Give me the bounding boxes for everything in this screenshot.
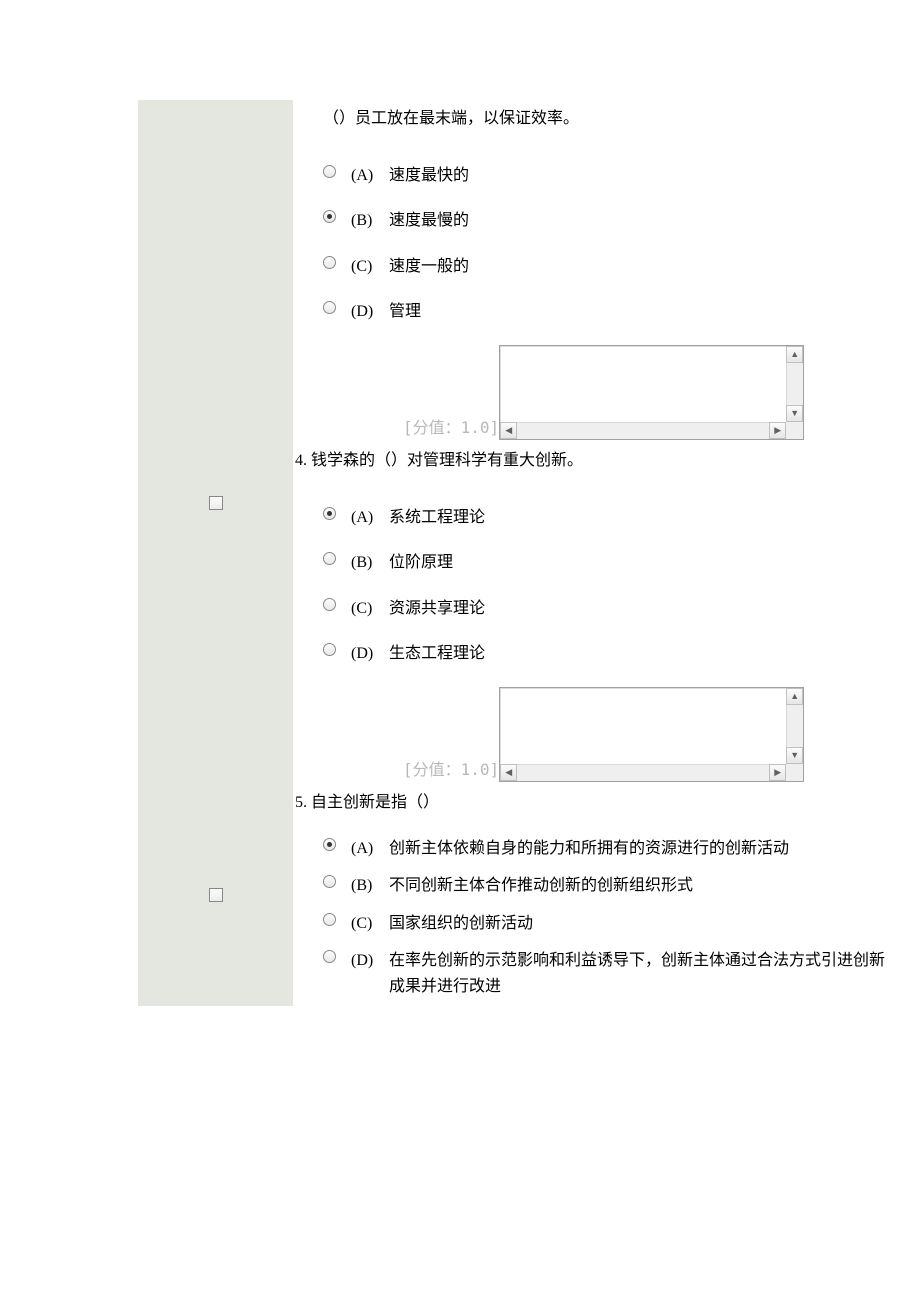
content-column: （）员工放在最末端，以保证效率。 (A) 速度最快的 (B) 速度最慢的 <box>293 100 920 1006</box>
option-row[interactable]: (D) 在率先创新的示范影响和利益诱导下，创新主体通过合法方式引进创新成果并进行… <box>323 942 920 1005</box>
scroll-right-icon[interactable]: ▶ <box>769 422 786 439</box>
option-letter: (A) <box>351 836 389 862</box>
scroll-down-icon[interactable]: ▼ <box>786 405 803 422</box>
question-stem-text: 钱学森的（）对管理科学有重大创新。 <box>311 452 583 469</box>
scroll-down-icon[interactable]: ▼ <box>786 747 803 764</box>
option-row[interactable]: (A) 创新主体依赖自身的能力和所拥有的资源进行的创新活动 <box>323 830 920 868</box>
option-row[interactable]: (B) 不同创新主体合作推动创新的创新组织形式 <box>323 867 920 905</box>
question-stem: 5. 自主创新是指（） <box>293 784 920 822</box>
question-block: 5. 自主创新是指（） (A) 创新主体依赖自身的能力和所拥有的资源进行的创新活… <box>293 784 920 1006</box>
option-letter: (B) <box>351 208 389 234</box>
option-letter: (D) <box>351 948 389 974</box>
question-block: （）员工放在最末端，以保证效率。 (A) 速度最快的 (B) 速度最慢的 <box>293 100 920 440</box>
option-text: 不同创新主体合作推动创新的创新组织形式 <box>389 873 920 899</box>
sidebar-spacer <box>138 510 293 882</box>
comment-textarea[interactable]: ▲ ▼ ◀ ▶ <box>499 687 804 782</box>
option-text: 管理 <box>389 299 920 325</box>
flag-checkbox-q4[interactable] <box>209 496 223 510</box>
scroll-corner <box>786 422 803 439</box>
radio-button[interactable] <box>323 643 336 656</box>
comment-textarea[interactable]: ▲ ▼ ◀ ▶ <box>499 345 804 440</box>
question-stem: 4. 钱学森的（）对管理科学有重大创新。 <box>293 442 920 480</box>
score-row: [分值：1.0] ▲ ▼ ◀ ▶ <box>293 687 920 782</box>
flag-checkbox-q5[interactable] <box>209 888 223 902</box>
option-text: 速度一般的 <box>389 254 920 280</box>
score-row: [分值：1.0] ▲ ▼ ◀ ▶ <box>293 345 920 440</box>
radio-button[interactable] <box>323 950 336 963</box>
question-block: 4. 钱学森的（）对管理科学有重大创新。 (A) 系统工程理论 (B) 位阶原理 <box>293 442 920 782</box>
option-row[interactable]: (C) 速度一般的 <box>323 244 920 290</box>
radio-button[interactable] <box>323 210 336 223</box>
checkbox-slot-q4 <box>138 490 293 510</box>
option-row[interactable]: (C) 国家组织的创新活动 <box>323 905 920 943</box>
option-letter: (B) <box>351 550 389 576</box>
scrollbar-vertical[interactable]: ▲ ▼ <box>786 688 803 764</box>
scroll-corner <box>786 764 803 781</box>
scrollbar-horizontal[interactable]: ◀ ▶ <box>500 764 803 781</box>
option-text: 系统工程理论 <box>389 505 920 531</box>
option-letter: (C) <box>351 596 389 622</box>
sidebar-column <box>138 100 293 1006</box>
scroll-left-icon[interactable]: ◀ <box>500 422 517 439</box>
option-text: 创新主体依赖自身的能力和所拥有的资源进行的创新活动 <box>389 836 920 862</box>
option-letter: (C) <box>351 254 389 280</box>
checkbox-slot-q5 <box>138 882 293 902</box>
radio-button[interactable] <box>323 875 336 888</box>
option-text: 资源共享理论 <box>389 596 920 622</box>
options-group: (A) 系统工程理论 (B) 位阶原理 (C) 资源共享理论 <box>293 480 920 677</box>
option-letter: (B) <box>351 873 389 899</box>
scrollbar-vertical[interactable]: ▲ ▼ <box>786 346 803 422</box>
question-number: 5. <box>295 794 307 811</box>
score-label: [分值：1.0] <box>293 414 499 440</box>
radio-button[interactable] <box>323 552 336 565</box>
option-text: 生态工程理论 <box>389 641 920 667</box>
question-number: 4. <box>295 452 307 469</box>
question-stem: （）员工放在最末端，以保证效率。 <box>293 100 920 138</box>
option-row[interactable]: (A) 系统工程理论 <box>323 495 920 541</box>
radio-button[interactable] <box>323 913 336 926</box>
option-text: 国家组织的创新活动 <box>389 911 920 937</box>
option-letter: (C) <box>351 911 389 937</box>
option-text: 在率先创新的示范影响和利益诱导下，创新主体通过合法方式引进创新成果并进行改进 <box>389 948 920 999</box>
scroll-right-icon[interactable]: ▶ <box>769 764 786 781</box>
option-row[interactable]: (D) 管理 <box>323 289 920 335</box>
question-stem-text: 自主创新是指（） <box>311 794 439 811</box>
option-row[interactable]: (B) 位阶原理 <box>323 540 920 586</box>
sidebar-spacer <box>138 100 293 490</box>
option-letter: (D) <box>351 299 389 325</box>
option-row[interactable]: (C) 资源共享理论 <box>323 586 920 632</box>
options-group: (A) 创新主体依赖自身的能力和所拥有的资源进行的创新活动 (B) 不同创新主体… <box>293 822 920 1006</box>
question-main: 5. 自主创新是指（） (A) 创新主体依赖自身的能力和所拥有的资源进行的创新活… <box>293 784 920 1006</box>
radio-button[interactable] <box>323 838 336 851</box>
question-main: （）员工放在最末端，以保证效率。 (A) 速度最快的 (B) 速度最慢的 <box>293 100 920 440</box>
page-container: （）员工放在最末端，以保证效率。 (A) 速度最快的 (B) 速度最慢的 <box>0 0 920 1106</box>
option-letter: (A) <box>351 505 389 531</box>
radio-button[interactable] <box>323 598 336 611</box>
option-row[interactable]: (A) 速度最快的 <box>323 153 920 199</box>
radio-button[interactable] <box>323 165 336 178</box>
scroll-left-icon[interactable]: ◀ <box>500 764 517 781</box>
radio-button[interactable] <box>323 256 336 269</box>
radio-button[interactable] <box>323 301 336 314</box>
option-letter: (A) <box>351 163 389 189</box>
scrollbar-horizontal[interactable]: ◀ ▶ <box>500 422 803 439</box>
scroll-up-icon[interactable]: ▲ <box>786 688 803 705</box>
question-main: 4. 钱学森的（）对管理科学有重大创新。 (A) 系统工程理论 (B) 位阶原理 <box>293 442 920 782</box>
option-row[interactable]: (B) 速度最慢的 <box>323 198 920 244</box>
score-label: [分值：1.0] <box>293 756 499 782</box>
option-row[interactable]: (D) 生态工程理论 <box>323 631 920 677</box>
radio-button[interactable] <box>323 507 336 520</box>
option-letter: (D) <box>351 641 389 667</box>
option-text: 速度最慢的 <box>389 208 920 234</box>
options-group: (A) 速度最快的 (B) 速度最慢的 (C) 速度一般的 <box>293 138 920 335</box>
option-text: 位阶原理 <box>389 550 920 576</box>
option-text: 速度最快的 <box>389 163 920 189</box>
question-stem-text: （）员工放在最末端，以保证效率。 <box>323 110 579 127</box>
scroll-up-icon[interactable]: ▲ <box>786 346 803 363</box>
